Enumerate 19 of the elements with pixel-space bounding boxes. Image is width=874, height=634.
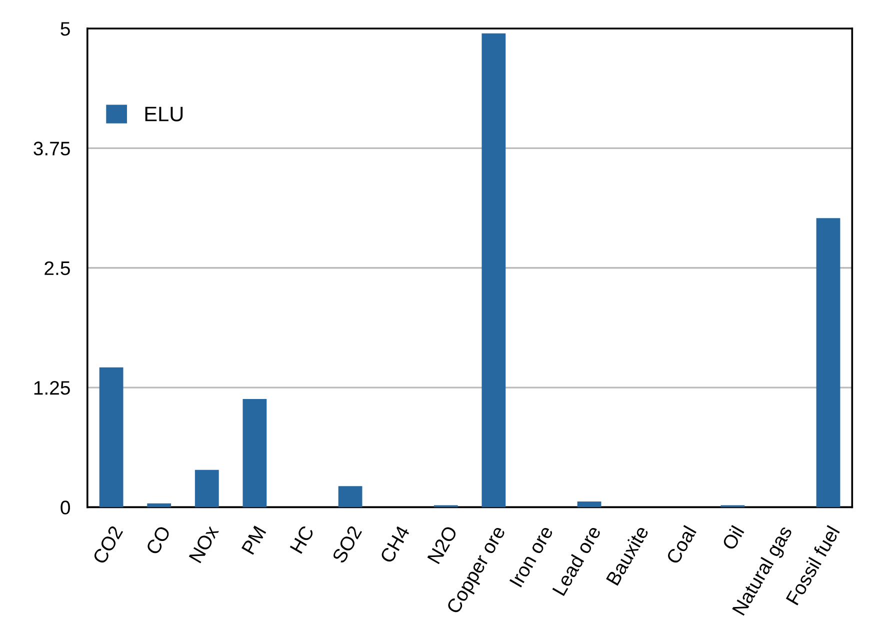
y-tick-label: 1.25: [34, 381, 70, 395]
bar: [577, 501, 602, 508]
x-tick-label: CO: [145, 524, 171, 556]
x-tick-label: Oil: [721, 524, 744, 551]
y-tick-label: 3.75: [34, 142, 70, 156]
bar: [816, 218, 840, 508]
bar: [482, 33, 506, 508]
x-tick-label: HC: [290, 524, 314, 554]
bar: [194, 470, 219, 508]
bar: [338, 486, 362, 508]
y-tick-label: 5: [60, 22, 70, 36]
y-tick-label: 0: [60, 500, 70, 514]
bar: [99, 367, 124, 508]
y-tick-label: 2.5: [44, 261, 70, 276]
bar: [147, 503, 172, 508]
x-tick-label: PM: [242, 526, 266, 555]
x-tick-label: Iron ore: [509, 524, 554, 588]
legend-label: ELU: [145, 106, 183, 122]
bar: [242, 399, 267, 508]
